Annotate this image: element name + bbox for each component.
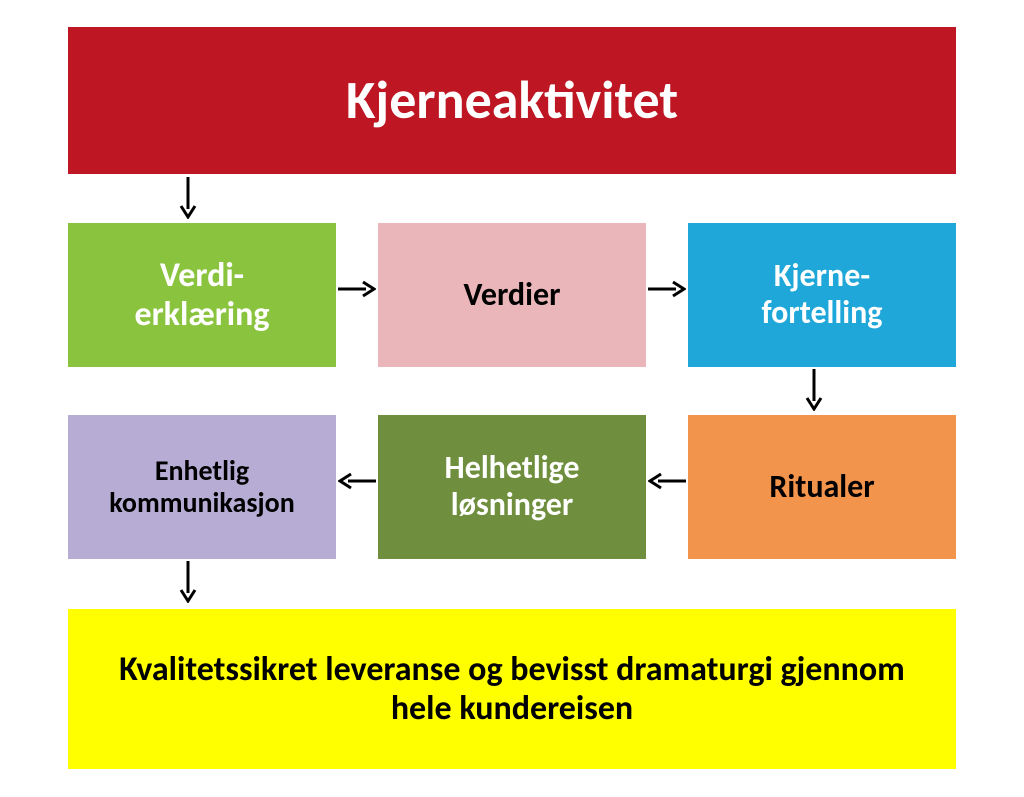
helhet-box: Helhetligeløsninger — [378, 415, 646, 559]
arrow-left-icon — [648, 469, 686, 493]
helhet-label: Helhetligeløsninger — [445, 450, 580, 524]
verdier-label: Verdier — [464, 277, 561, 314]
ritualer-label: Ritualer — [769, 469, 874, 506]
verdier-box: Verdier — [378, 223, 646, 367]
footer-label: Kvalitetssikret leveranse og bevisst dra… — [98, 650, 926, 728]
kjernefortelling-box: Kjerne-fortelling — [688, 223, 956, 367]
arrow-right-icon — [648, 277, 686, 301]
kjernefortelling-label: Kjerne-fortelling — [762, 258, 883, 332]
enhetlig-label: Enhetligkommunikasjon — [109, 455, 295, 519]
arrow-down-icon — [176, 561, 200, 603]
verdi-erklaering-label: Verdi-erklæring — [134, 256, 269, 334]
arrow-down-icon — [176, 177, 200, 219]
ritualer-box: Ritualer — [688, 415, 956, 559]
arrow-right-icon — [338, 277, 376, 301]
header-label: Kjerneaktivitet — [346, 69, 678, 131]
arrow-down-icon — [802, 369, 826, 411]
header-box: Kjerneaktivitet — [68, 27, 956, 174]
enhetlig-box: Enhetligkommunikasjon — [68, 415, 336, 559]
verdi-erklaering-box: Verdi-erklæring — [68, 223, 336, 367]
footer-box: Kvalitetssikret leveranse og bevisst dra… — [68, 609, 956, 769]
arrow-left-icon — [338, 469, 376, 493]
diagram-canvas: Kjerneaktivitet Verdi-erklæring Verdier … — [68, 27, 956, 769]
